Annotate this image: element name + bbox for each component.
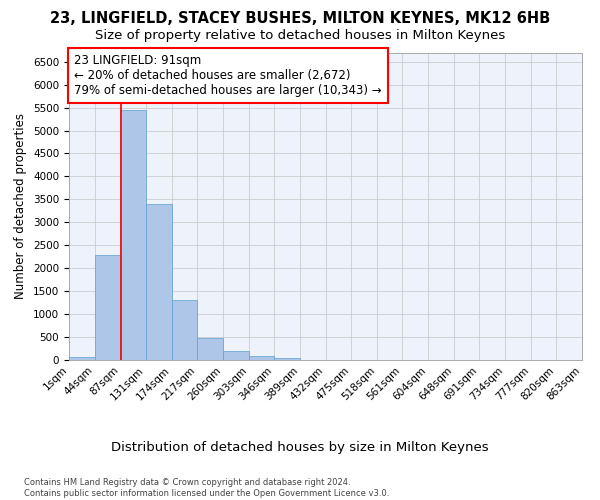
Bar [274,358,300,360]
Bar [172,300,197,360]
Bar [69,357,95,360]
Text: Distribution of detached houses by size in Milton Keynes: Distribution of detached houses by size … [111,441,489,454]
Text: 23 LINGFIELD: 91sqm
← 20% of detached houses are smaller (2,672)
79% of semi-det: 23 LINGFIELD: 91sqm ← 20% of detached ho… [74,54,382,97]
Text: 23, LINGFIELD, STACEY BUSHES, MILTON KEYNES, MK12 6HB: 23, LINGFIELD, STACEY BUSHES, MILTON KEY… [50,11,550,26]
Bar [248,356,274,360]
Bar [146,204,172,360]
Bar [121,110,146,360]
Bar [223,351,248,360]
Bar [95,256,121,360]
Text: Size of property relative to detached houses in Milton Keynes: Size of property relative to detached ho… [95,29,505,42]
Bar [197,338,223,360]
Y-axis label: Number of detached properties: Number of detached properties [14,114,28,299]
Text: Contains HM Land Registry data © Crown copyright and database right 2024.
Contai: Contains HM Land Registry data © Crown c… [24,478,389,498]
